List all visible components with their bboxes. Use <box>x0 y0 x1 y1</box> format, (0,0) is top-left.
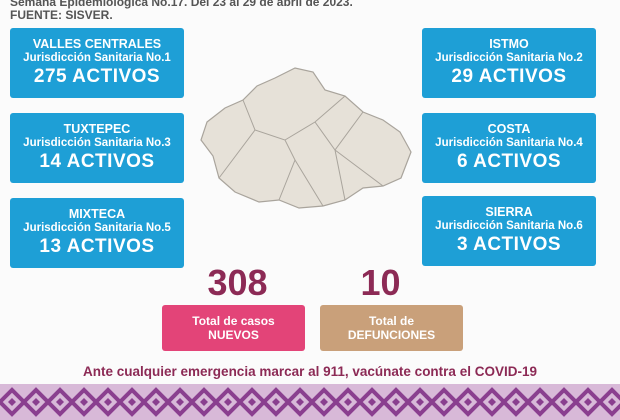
oaxaca-map <box>200 67 412 209</box>
label-line: DEFUNCIONES <box>347 328 436 342</box>
region-box: ISTMO Jurisdicción Sanitaria No.2 29 ACTIV… <box>422 28 596 98</box>
region-box: MIXTECA Jurisdicción Sanitaria No.5 13 ACT… <box>10 198 184 268</box>
region-box: TUXTEPEC Jurisdicción Sanitaria No.3 14 AC… <box>10 113 184 183</box>
total-cases-label: Total de casos NUEVOS <box>162 305 305 351</box>
label-line: NUEVOS <box>208 328 259 342</box>
decorative-band <box>0 384 620 420</box>
region-active: 275 ACTIVOS <box>33 66 161 87</box>
region-active: 29 ACTIVOS <box>451 66 567 87</box>
region-name: SIERRA <box>485 205 533 219</box>
total-cases-value: 308 <box>207 262 268 303</box>
region-name: VALLES CENTRALES <box>32 37 162 51</box>
region-box: COSTA Jurisdicción Sanitaria No.4 6 ACTIVO… <box>422 113 596 183</box>
region-name: MIXTECA <box>68 207 126 221</box>
region-active: 3 ACTIVOS <box>456 234 562 255</box>
region-name: TUXTEPEC <box>63 122 131 136</box>
label-line: Total de casos <box>192 314 275 328</box>
header-title: Semana Epidemiológica No.17. Del 23 al 2… <box>10 0 353 9</box>
region-box: VALLES CENTRALES Jurisdicción Sanitaria N… <box>10 28 184 98</box>
region-active: 6 ACTIVOS <box>456 151 562 172</box>
region-jurisdiction: Jurisdicción Sanitaria No.4 <box>435 137 583 149</box>
region-jurisdiction: Jurisdicción Sanitaria No.2 <box>435 52 583 64</box>
region-active: 13 ACTIVOS <box>39 236 155 257</box>
region-jurisdiction: Jurisdicción Sanitaria No.3 <box>23 137 171 149</box>
region-name: ISTMO <box>489 37 529 51</box>
region-jurisdiction: Jurisdicción Sanitaria No.1 <box>23 52 171 64</box>
region-jurisdiction: Jurisdicción Sanitaria No.6 <box>435 220 583 232</box>
region-active: 14 ACTIVOS <box>39 151 155 172</box>
region-name: COSTA <box>487 122 531 136</box>
region-jurisdiction: Jurisdicción Sanitaria No.5 <box>23 222 171 234</box>
label-line: Total de <box>368 314 415 328</box>
footer-message: Ante cualquier emergencia marcar al 911,… <box>83 364 537 379</box>
region-box: SIERRA Jurisdicción Sanitaria No.6 3 ACTIV… <box>422 196 596 266</box>
total-deaths-value: 10 <box>360 262 401 303</box>
header-source: FUENTE: SISVER. <box>10 8 113 22</box>
total-deaths-label: Total de DEFUNCIONES <box>320 305 463 351</box>
